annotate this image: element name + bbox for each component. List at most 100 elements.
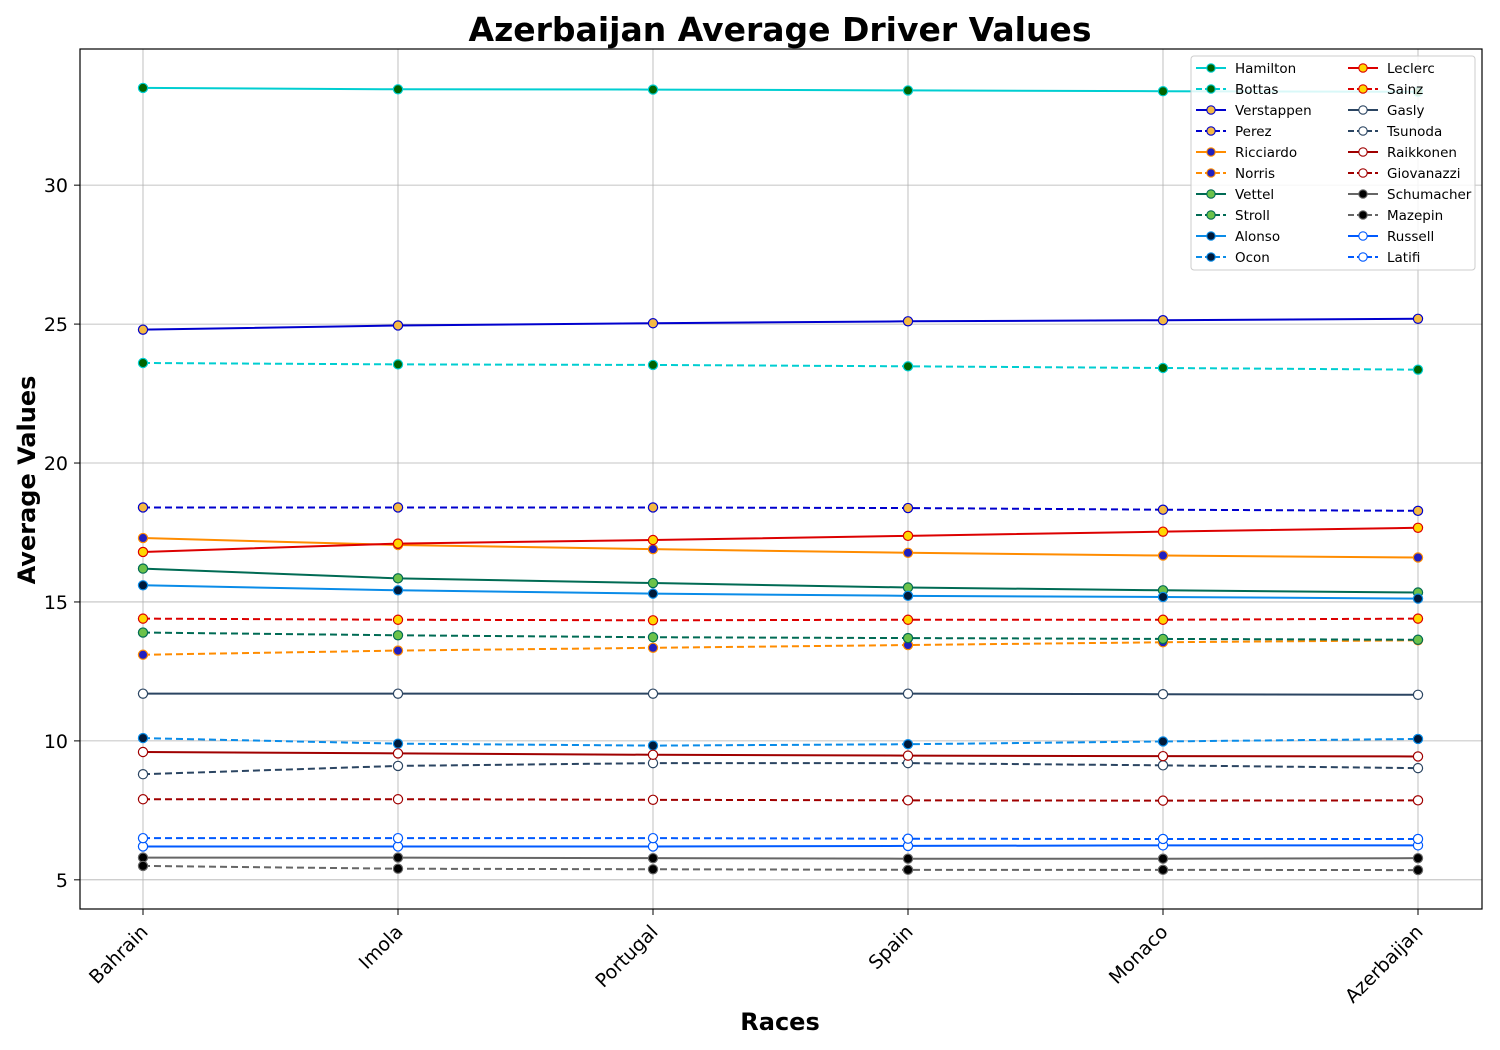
legend-marker-mazepin bbox=[1358, 210, 1368, 220]
y-tick-label: 5 bbox=[56, 870, 68, 892]
legend-label-ocon: Ocon bbox=[1235, 250, 1270, 266]
series-stroll bbox=[137, 627, 1424, 645]
data-point-raikkonen bbox=[647, 749, 659, 760]
y-tick-label: 20 bbox=[44, 453, 68, 475]
series-schumacher bbox=[137, 852, 1424, 864]
data-point-ricciardo bbox=[137, 532, 149, 544]
data-point-giovanazzi bbox=[902, 795, 914, 806]
data-point-mazepin bbox=[137, 860, 149, 872]
data-point-leclerc bbox=[902, 530, 914, 542]
data-point-verstappen bbox=[1412, 313, 1424, 325]
legend-marker-tsunoda bbox=[1358, 126, 1368, 136]
legend-label-verstappen: Verstappen bbox=[1235, 103, 1312, 119]
legend-label-alonso: Alonso bbox=[1235, 229, 1280, 245]
series-line-vettel bbox=[142, 567, 1419, 594]
data-point-raikkonen bbox=[1412, 751, 1424, 762]
data-point-raikkonen bbox=[137, 746, 149, 758]
data-point-ocon bbox=[902, 739, 914, 750]
legend-marker-alonso bbox=[1206, 231, 1216, 241]
data-point-perez bbox=[392, 502, 404, 513]
series-layer bbox=[137, 82, 1424, 876]
legend-label-bottas: Bottas bbox=[1235, 82, 1278, 98]
data-point-ocon bbox=[1157, 736, 1169, 747]
legend: Hamilton Bottas Verstappen Perez Ricciardo No… bbox=[1190, 55, 1476, 271]
data-point-bottas bbox=[902, 361, 914, 372]
legend-label-perez: Perez bbox=[1235, 124, 1272, 140]
data-point-schumacher bbox=[1157, 853, 1169, 864]
series-giovanazzi bbox=[137, 794, 1424, 806]
data-point-ocon bbox=[1412, 733, 1424, 745]
data-point-ricciardo bbox=[902, 547, 914, 558]
legend-marker-vettel bbox=[1206, 189, 1216, 199]
legend-marker-russell bbox=[1358, 231, 1368, 241]
legend-label-russell: Russell bbox=[1387, 229, 1434, 245]
data-point-sainz bbox=[392, 614, 404, 625]
data-point-ocon bbox=[392, 738, 404, 749]
legend-label-latifi: Latifi bbox=[1387, 250, 1420, 266]
series-line-verstappen bbox=[142, 317, 1419, 331]
legend-label-hamilton: Hamilton bbox=[1235, 61, 1296, 77]
data-point-stroll bbox=[1157, 633, 1169, 645]
series-alonso bbox=[137, 580, 1424, 604]
data-point-alonso bbox=[647, 588, 659, 599]
data-point-leclerc bbox=[392, 538, 404, 549]
data-point-sainz bbox=[1412, 613, 1424, 624]
data-point-latifi bbox=[392, 832, 404, 844]
data-point-giovanazzi bbox=[1157, 795, 1169, 806]
series-line-perez bbox=[143, 506, 1419, 512]
series-sainz bbox=[137, 613, 1424, 626]
data-point-perez bbox=[1412, 505, 1424, 517]
series-gasly bbox=[137, 688, 1424, 700]
data-point-stroll bbox=[647, 632, 659, 643]
series-line-mazepin bbox=[142, 864, 1419, 872]
data-point-vettel bbox=[647, 577, 659, 589]
data-point-perez bbox=[1157, 504, 1169, 515]
legend-label-vettel: Vettel bbox=[1235, 187, 1274, 203]
legend-marker-schumacher bbox=[1358, 189, 1368, 199]
legend-marker-stroll bbox=[1206, 210, 1216, 220]
series-line-russell bbox=[143, 844, 1418, 848]
data-point-hamilton bbox=[137, 82, 149, 94]
data-point-alonso bbox=[137, 580, 149, 591]
legend-marker-bottas bbox=[1206, 84, 1216, 94]
series-line-ricciardo bbox=[142, 537, 1419, 559]
data-point-raikkonen bbox=[902, 750, 914, 761]
data-point-verstappen bbox=[392, 320, 404, 331]
data-point-stroll bbox=[902, 632, 914, 644]
legend-marker-ocon bbox=[1206, 252, 1216, 262]
legend-label-ricciardo: Ricciardo bbox=[1235, 145, 1297, 161]
legend-marker-raikkonen bbox=[1358, 147, 1368, 157]
data-point-alonso bbox=[392, 585, 404, 596]
series-line-bottas bbox=[142, 361, 1419, 371]
data-point-hamilton bbox=[1157, 86, 1169, 97]
plot-area-frame bbox=[79, 48, 1483, 910]
series-line-norris bbox=[142, 639, 1419, 656]
legend-marker-giovanazzi bbox=[1358, 168, 1368, 178]
legend-marker-norris bbox=[1206, 168, 1216, 178]
data-point-verstappen bbox=[1157, 314, 1169, 326]
data-point-sainz bbox=[902, 614, 914, 625]
data-point-norris bbox=[647, 642, 659, 654]
data-point-norris bbox=[392, 645, 404, 656]
data-point-vettel bbox=[137, 563, 149, 574]
data-point-tsunoda bbox=[392, 760, 404, 772]
data-point-stroll bbox=[1412, 634, 1424, 645]
legend-marker-sainz bbox=[1358, 84, 1368, 94]
data-point-schumacher bbox=[902, 853, 914, 864]
y-tick-label: 25 bbox=[44, 314, 68, 336]
data-point-ricciardo bbox=[1157, 550, 1169, 561]
series-perez bbox=[137, 502, 1424, 517]
data-point-gasly bbox=[647, 688, 659, 699]
series-line-schumacher bbox=[143, 856, 1419, 860]
series-verstappen bbox=[137, 313, 1424, 335]
series-line-stroll bbox=[142, 631, 1419, 641]
data-point-sainz bbox=[647, 615, 659, 626]
data-point-ocon bbox=[137, 732, 149, 744]
data-point-tsunoda bbox=[1157, 760, 1169, 771]
data-point-leclerc bbox=[1157, 526, 1169, 537]
data-point-hamilton bbox=[902, 85, 914, 96]
series-line-raikkonen bbox=[142, 751, 1419, 758]
series-tsunoda bbox=[137, 757, 1424, 780]
data-point-verstappen bbox=[902, 316, 914, 327]
data-point-gasly bbox=[392, 688, 404, 699]
